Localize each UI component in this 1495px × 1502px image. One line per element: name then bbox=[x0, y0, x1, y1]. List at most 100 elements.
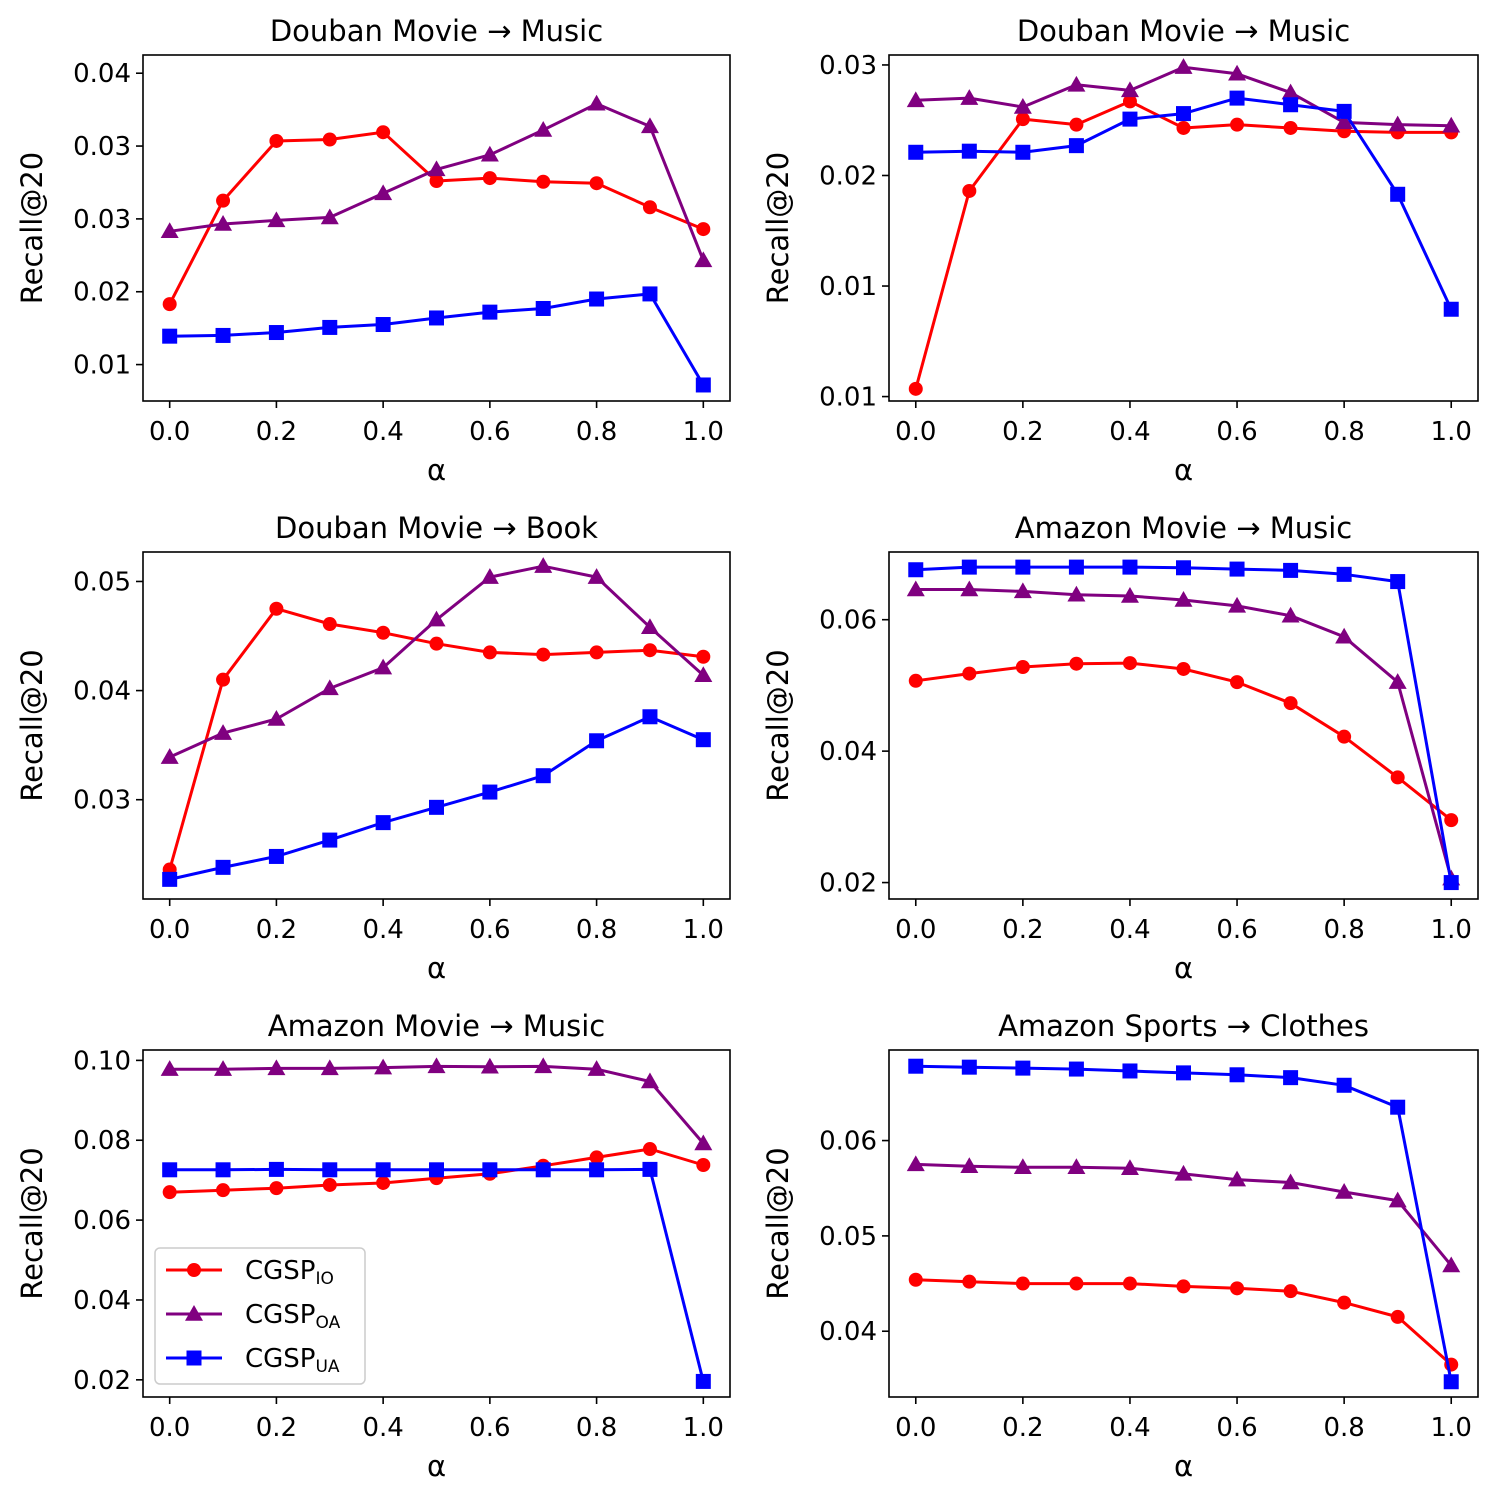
data-point bbox=[1442, 1256, 1461, 1273]
series-line-cgsp-ua bbox=[169, 292, 705, 386]
data-point bbox=[589, 1162, 605, 1178]
legend-label: CGSPIO bbox=[245, 1256, 334, 1289]
data-point bbox=[696, 649, 711, 664]
y-tick-label: 0.04 bbox=[819, 737, 877, 767]
data-point bbox=[162, 328, 178, 344]
y-tick-label: 0.10 bbox=[73, 1046, 131, 1076]
x-tick-label: 0.0 bbox=[149, 1413, 190, 1443]
data-point bbox=[642, 286, 658, 302]
data-point bbox=[1229, 90, 1245, 106]
data-point bbox=[1176, 106, 1191, 122]
data-point bbox=[642, 1161, 658, 1177]
data-point bbox=[480, 145, 499, 162]
data-point bbox=[534, 557, 553, 573]
data-point bbox=[908, 1272, 923, 1287]
y-tick-label: 0.06 bbox=[819, 1127, 877, 1157]
data-point bbox=[589, 733, 605, 749]
data-point bbox=[1229, 1067, 1245, 1083]
data-point bbox=[962, 1274, 977, 1289]
data-point bbox=[908, 562, 924, 578]
data-point bbox=[1283, 696, 1298, 711]
data-point bbox=[1390, 574, 1406, 590]
data-point bbox=[269, 133, 284, 148]
x-tick-label: 1.0 bbox=[1431, 417, 1472, 447]
x-tick-label: 0.6 bbox=[469, 915, 510, 945]
y-axis-label: Recall@20 bbox=[15, 152, 49, 304]
series-cgsp-io bbox=[908, 94, 1459, 396]
y-tick-label: 0.06 bbox=[73, 1206, 131, 1236]
x-tick-label: 0.4 bbox=[1109, 417, 1150, 447]
data-point bbox=[1283, 562, 1299, 578]
legend-marker bbox=[186, 1350, 202, 1366]
data-point bbox=[269, 601, 284, 616]
legend-label-subscript: UA bbox=[315, 1357, 339, 1377]
data-point bbox=[429, 799, 444, 815]
legend-label-base: CGSP bbox=[245, 1300, 315, 1330]
data-point bbox=[695, 377, 711, 393]
series-line-cgsp-io bbox=[168, 130, 704, 305]
data-point bbox=[482, 1162, 498, 1178]
data-point bbox=[376, 1175, 391, 1190]
chart-title: Amazon Movie → Music bbox=[1015, 511, 1353, 545]
data-point bbox=[1230, 1281, 1245, 1296]
data-point bbox=[1335, 1183, 1354, 1199]
series-line-cgsp-oa bbox=[169, 1064, 705, 1145]
data-point bbox=[322, 1162, 338, 1178]
x-axis-label: α bbox=[1174, 951, 1193, 985]
data-point bbox=[1390, 770, 1405, 785]
y-tick-label: 0.04 bbox=[819, 1317, 877, 1347]
data-point bbox=[320, 679, 339, 696]
data-point bbox=[1069, 656, 1084, 671]
x-tick-label: 1.0 bbox=[683, 417, 724, 447]
data-point bbox=[1230, 675, 1245, 690]
data-point bbox=[1015, 1060, 1031, 1076]
data-point bbox=[1176, 661, 1191, 676]
data-point bbox=[1176, 1279, 1191, 1294]
plot-frame bbox=[888, 1049, 1479, 1398]
data-point bbox=[1281, 83, 1300, 100]
legend-label-subscript: OA bbox=[315, 1313, 340, 1333]
data-point bbox=[215, 859, 231, 875]
y-tick-label: 0.02 bbox=[819, 161, 877, 191]
data-point bbox=[322, 1177, 337, 1192]
y-axis-label: Recall@20 bbox=[761, 152, 795, 304]
legend-label: CGSPUA bbox=[245, 1344, 340, 1377]
data-point bbox=[1013, 97, 1032, 114]
series-cgsp-ua bbox=[162, 1161, 711, 1389]
data-point bbox=[694, 1134, 713, 1151]
data-point bbox=[1068, 559, 1084, 575]
data-point bbox=[216, 672, 231, 687]
data-point bbox=[1067, 585, 1086, 602]
data-point bbox=[1122, 1276, 1137, 1291]
data-point bbox=[162, 1185, 177, 1200]
x-tick-label: 0.6 bbox=[1216, 1413, 1257, 1443]
data-point bbox=[589, 291, 605, 307]
data-point bbox=[267, 1059, 286, 1076]
x-tick-label: 0.2 bbox=[256, 1413, 297, 1443]
data-point bbox=[375, 815, 391, 831]
data-point bbox=[1390, 186, 1406, 202]
series-cgsp-ua bbox=[908, 559, 1459, 891]
data-point bbox=[376, 125, 391, 140]
data-point bbox=[162, 297, 177, 312]
series-cgsp-oa bbox=[160, 557, 713, 764]
legend-marker bbox=[185, 1305, 203, 1321]
data-point bbox=[962, 183, 977, 198]
data-point bbox=[1176, 120, 1191, 135]
y-tick-label: 0.04 bbox=[73, 1286, 131, 1316]
data-point bbox=[427, 610, 446, 627]
plot-frame bbox=[888, 551, 1479, 900]
data-point bbox=[429, 1162, 444, 1178]
x-tick-label: 0.0 bbox=[895, 915, 936, 945]
y-tick-label: 0.02 bbox=[819, 869, 877, 899]
data-point bbox=[642, 200, 657, 215]
x-tick-label: 0.8 bbox=[576, 915, 617, 945]
data-point bbox=[322, 832, 338, 848]
x-tick-label: 0.4 bbox=[1109, 1413, 1150, 1443]
data-point bbox=[589, 645, 604, 660]
series-line-cgsp-io bbox=[914, 99, 1452, 390]
data-point bbox=[1281, 1173, 1300, 1190]
data-point bbox=[1443, 1374, 1459, 1390]
data-point bbox=[1390, 1309, 1405, 1324]
data-point bbox=[1120, 587, 1139, 603]
